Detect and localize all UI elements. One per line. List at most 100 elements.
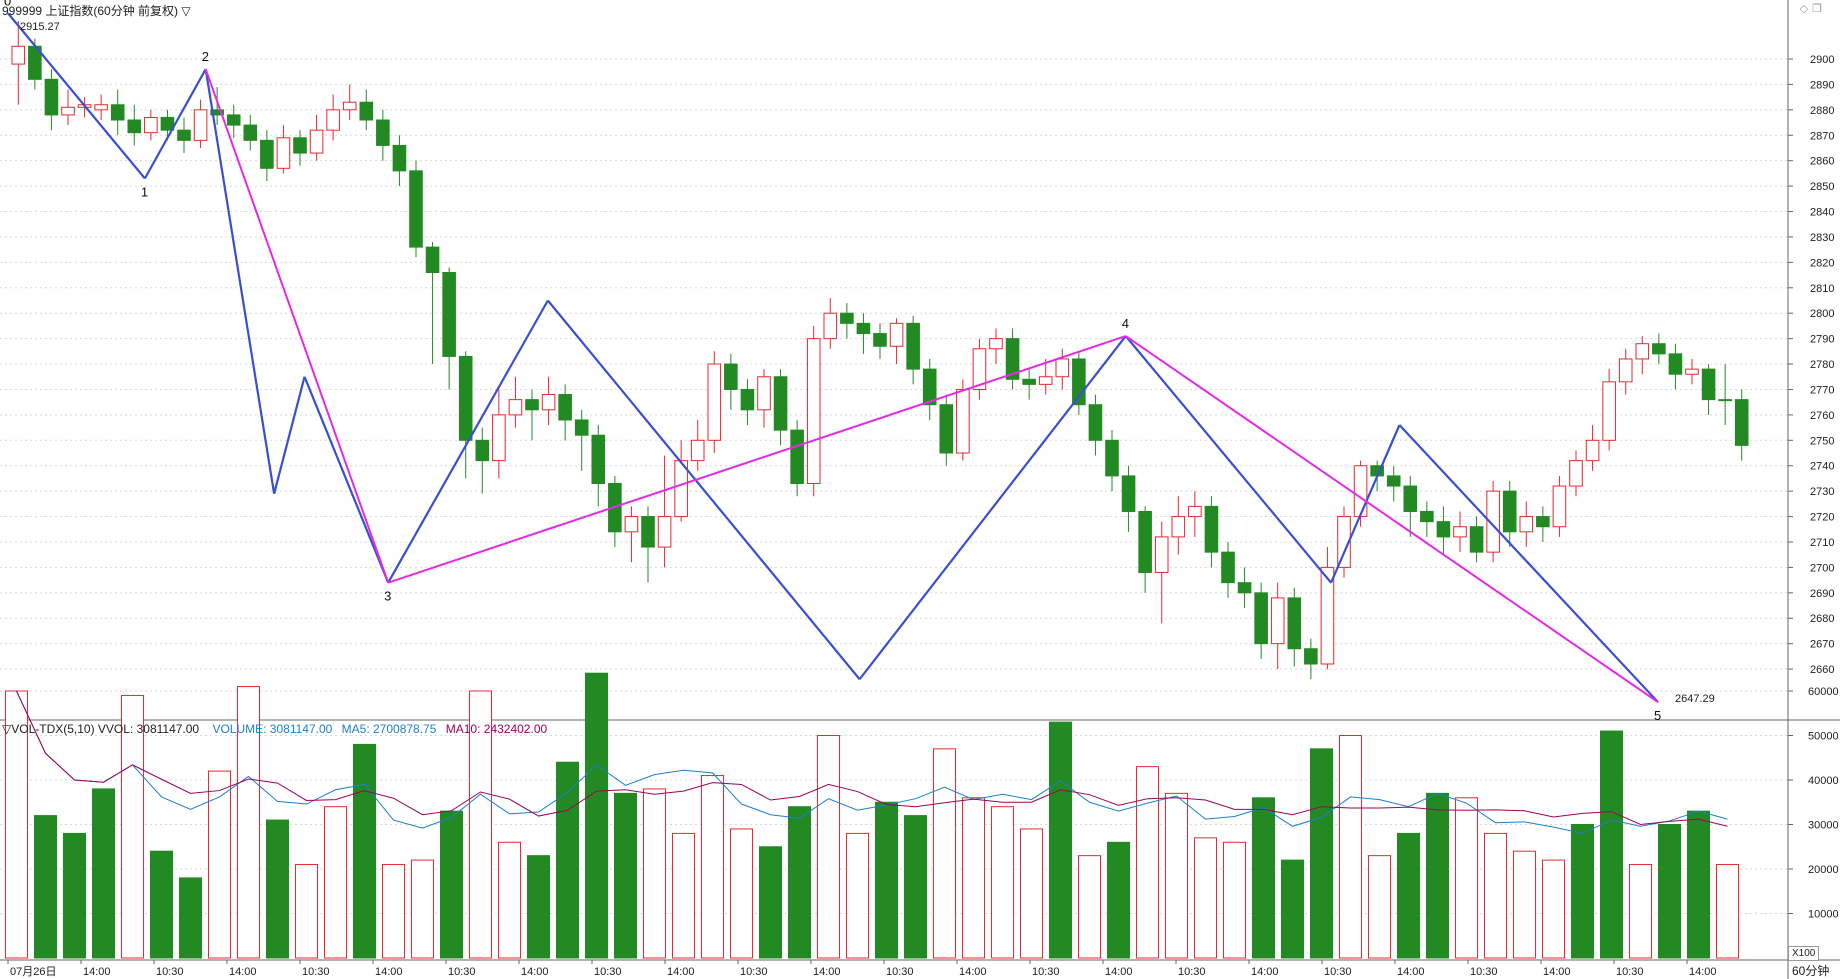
time-tick-label: 14:00 bbox=[813, 966, 841, 978]
price-tick-label: 2660 bbox=[1810, 664, 1834, 676]
candle bbox=[856, 322, 871, 335]
volume-bar bbox=[816, 735, 841, 959]
window-controls[interactable]: ◇❐ bbox=[1800, 2, 1826, 15]
volume-bar bbox=[1396, 832, 1421, 959]
candle bbox=[525, 399, 539, 411]
candle bbox=[773, 376, 788, 431]
chart-title: 999999 上证指数(60分钟 前复权) ▽ bbox=[2, 4, 191, 18]
price-tick-label: 2840 bbox=[1810, 207, 1834, 219]
time-tick-label: 10:30 bbox=[740, 966, 768, 978]
wave-segment bbox=[387, 299, 549, 584]
time-tick-label: 10:30 bbox=[886, 966, 914, 978]
wave-segment bbox=[303, 376, 390, 584]
candle bbox=[1386, 475, 1401, 487]
candle bbox=[1121, 475, 1136, 512]
wave-segment bbox=[1398, 424, 1659, 703]
period-label[interactable]: 60分钟 bbox=[1792, 964, 1830, 978]
candle bbox=[1353, 465, 1368, 518]
candle bbox=[1154, 536, 1169, 573]
candle bbox=[1237, 582, 1252, 594]
candle bbox=[127, 119, 142, 134]
price-tick-label: 2820 bbox=[1810, 257, 1834, 269]
price-tick-label: 2710 bbox=[1810, 537, 1834, 549]
volume-bar bbox=[1077, 855, 1102, 959]
wave-label: 2 bbox=[202, 49, 209, 64]
candle bbox=[558, 394, 572, 421]
candle bbox=[359, 101, 374, 121]
volume-bar bbox=[990, 806, 1015, 959]
price-tick-label: 2810 bbox=[1810, 283, 1834, 295]
volume-bar bbox=[1570, 824, 1595, 959]
volume-bar bbox=[555, 761, 580, 959]
candle bbox=[1519, 516, 1534, 533]
candle bbox=[757, 376, 771, 411]
volume-indicator-name: ▽VOL-TDX(5,10) VVOL: 3081147.00 bbox=[2, 722, 200, 736]
candle bbox=[492, 414, 506, 462]
price-tick-label: 2860 bbox=[1810, 156, 1834, 168]
price-tick-label: 2730 bbox=[1810, 486, 1834, 498]
candle bbox=[806, 338, 821, 485]
volume-bar bbox=[1251, 797, 1276, 959]
candle bbox=[1304, 648, 1318, 665]
volume-bar bbox=[642, 788, 667, 959]
ma10-line bbox=[16, 690, 1728, 827]
price-tick-label: 2830 bbox=[1810, 232, 1834, 244]
candle bbox=[1055, 358, 1070, 378]
candle bbox=[1668, 353, 1683, 375]
candle bbox=[144, 116, 158, 134]
candle bbox=[1270, 597, 1285, 645]
volume-bar bbox=[1309, 748, 1334, 959]
volume-bar bbox=[323, 806, 348, 959]
candle bbox=[1088, 404, 1103, 441]
volume-bar bbox=[1222, 841, 1247, 959]
volume-bar bbox=[468, 690, 493, 959]
candle bbox=[376, 119, 390, 146]
candle bbox=[61, 106, 75, 116]
price-tick-label: 2700 bbox=[1810, 562, 1834, 574]
volume-bar bbox=[874, 801, 899, 959]
price-tick-label: 2880 bbox=[1810, 105, 1834, 117]
volume-tick-label: 20000 bbox=[1808, 864, 1839, 876]
candle bbox=[1138, 510, 1152, 573]
price-tick-label: 2900 bbox=[1810, 54, 1834, 66]
candle bbox=[1502, 490, 1517, 533]
restore-icon[interactable]: ❐ bbox=[1812, 3, 1826, 15]
volume-bar bbox=[584, 672, 609, 959]
diamond-icon[interactable]: ◇ bbox=[1799, 3, 1813, 15]
volume-bar bbox=[1106, 841, 1131, 959]
volume-bar bbox=[1367, 855, 1392, 959]
candle bbox=[1585, 439, 1600, 462]
volume-bar bbox=[410, 859, 435, 959]
volume-tick-label: 40000 bbox=[1808, 775, 1839, 787]
candle bbox=[1486, 490, 1500, 553]
candle bbox=[210, 109, 224, 116]
candle bbox=[44, 78, 59, 116]
candle bbox=[574, 419, 589, 436]
candle bbox=[541, 394, 556, 411]
volume-bar bbox=[62, 832, 87, 959]
candle bbox=[1105, 439, 1119, 477]
candle bbox=[1337, 516, 1351, 568]
volume-bar bbox=[758, 846, 783, 959]
volume-bar bbox=[236, 686, 261, 959]
volume-bar bbox=[671, 832, 696, 959]
time-tick-label: 10:30 bbox=[1616, 966, 1644, 978]
candle bbox=[11, 45, 26, 65]
candle bbox=[508, 399, 523, 416]
candle bbox=[475, 439, 490, 462]
candle bbox=[1602, 381, 1616, 441]
candle bbox=[956, 388, 970, 454]
ma5-value: MA5: 2700878.75 bbox=[341, 722, 437, 736]
volume-bar bbox=[1338, 735, 1363, 959]
wave-trend-segment bbox=[1125, 335, 1659, 703]
candle bbox=[1469, 526, 1484, 553]
candle bbox=[1652, 343, 1666, 355]
candle bbox=[906, 322, 920, 370]
wave-trend-segment bbox=[204, 68, 390, 583]
volume-bar bbox=[497, 841, 522, 959]
candle bbox=[724, 363, 738, 390]
price-tick-label: 2850 bbox=[1810, 181, 1834, 193]
candle bbox=[226, 114, 241, 126]
time-tick-label: 10:30 bbox=[302, 966, 330, 978]
